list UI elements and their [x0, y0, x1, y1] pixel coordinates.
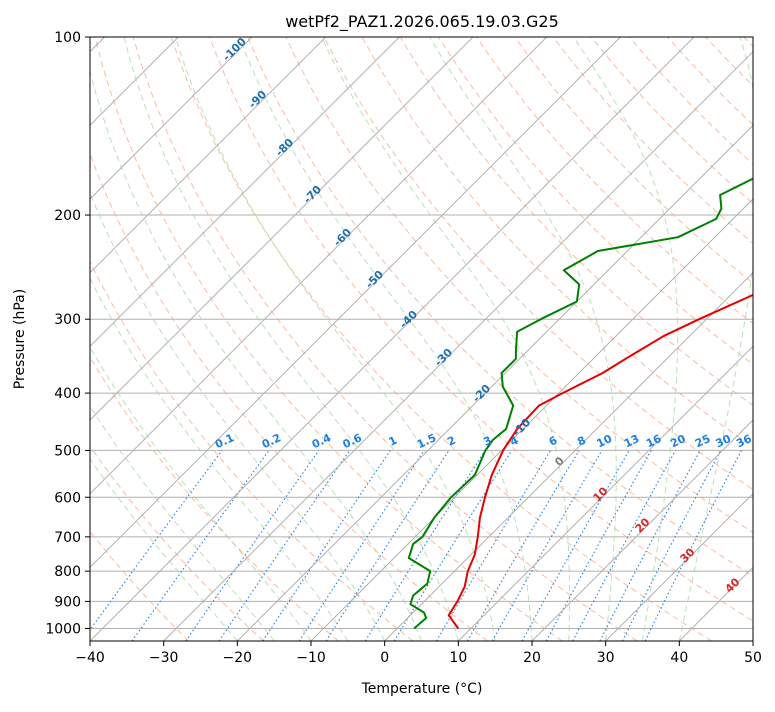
x-tick-label: −40 — [75, 650, 105, 666]
y-tick-label: 200 — [54, 208, 81, 224]
x-tick-label: 20 — [523, 650, 541, 666]
y-tick-label: 100 — [54, 30, 81, 46]
isotherm-line — [753, 37, 775, 641]
y-tick-label: 900 — [54, 594, 81, 610]
x-tick-label: 40 — [670, 650, 688, 666]
x-tick-label: −10 — [296, 650, 326, 666]
x-tick-label: 10 — [449, 650, 467, 666]
y-tick-label: 1000 — [45, 621, 81, 637]
x-tick-label: −20 — [223, 650, 253, 666]
x-tick-label: 50 — [744, 650, 762, 666]
x-tick-label: −30 — [149, 650, 179, 666]
y-tick-label: 600 — [54, 490, 81, 506]
y-tick-label: 400 — [54, 386, 81, 402]
y-axis-label: Pressure (hPa) — [12, 289, 28, 389]
x-tick-label: 0 — [380, 650, 389, 666]
y-tick-label: 500 — [54, 443, 81, 459]
y-tick-label: 300 — [54, 312, 81, 328]
y-tick-label: 700 — [54, 530, 81, 546]
chart-title: wetPf2_PAZ1.2026.065.19.03.G25 — [285, 12, 559, 32]
x-axis-label: Temperature (°C) — [361, 681, 483, 697]
y-tick-label: 800 — [54, 564, 81, 580]
x-tick-label: 30 — [597, 650, 615, 666]
plot-background — [90, 37, 753, 641]
